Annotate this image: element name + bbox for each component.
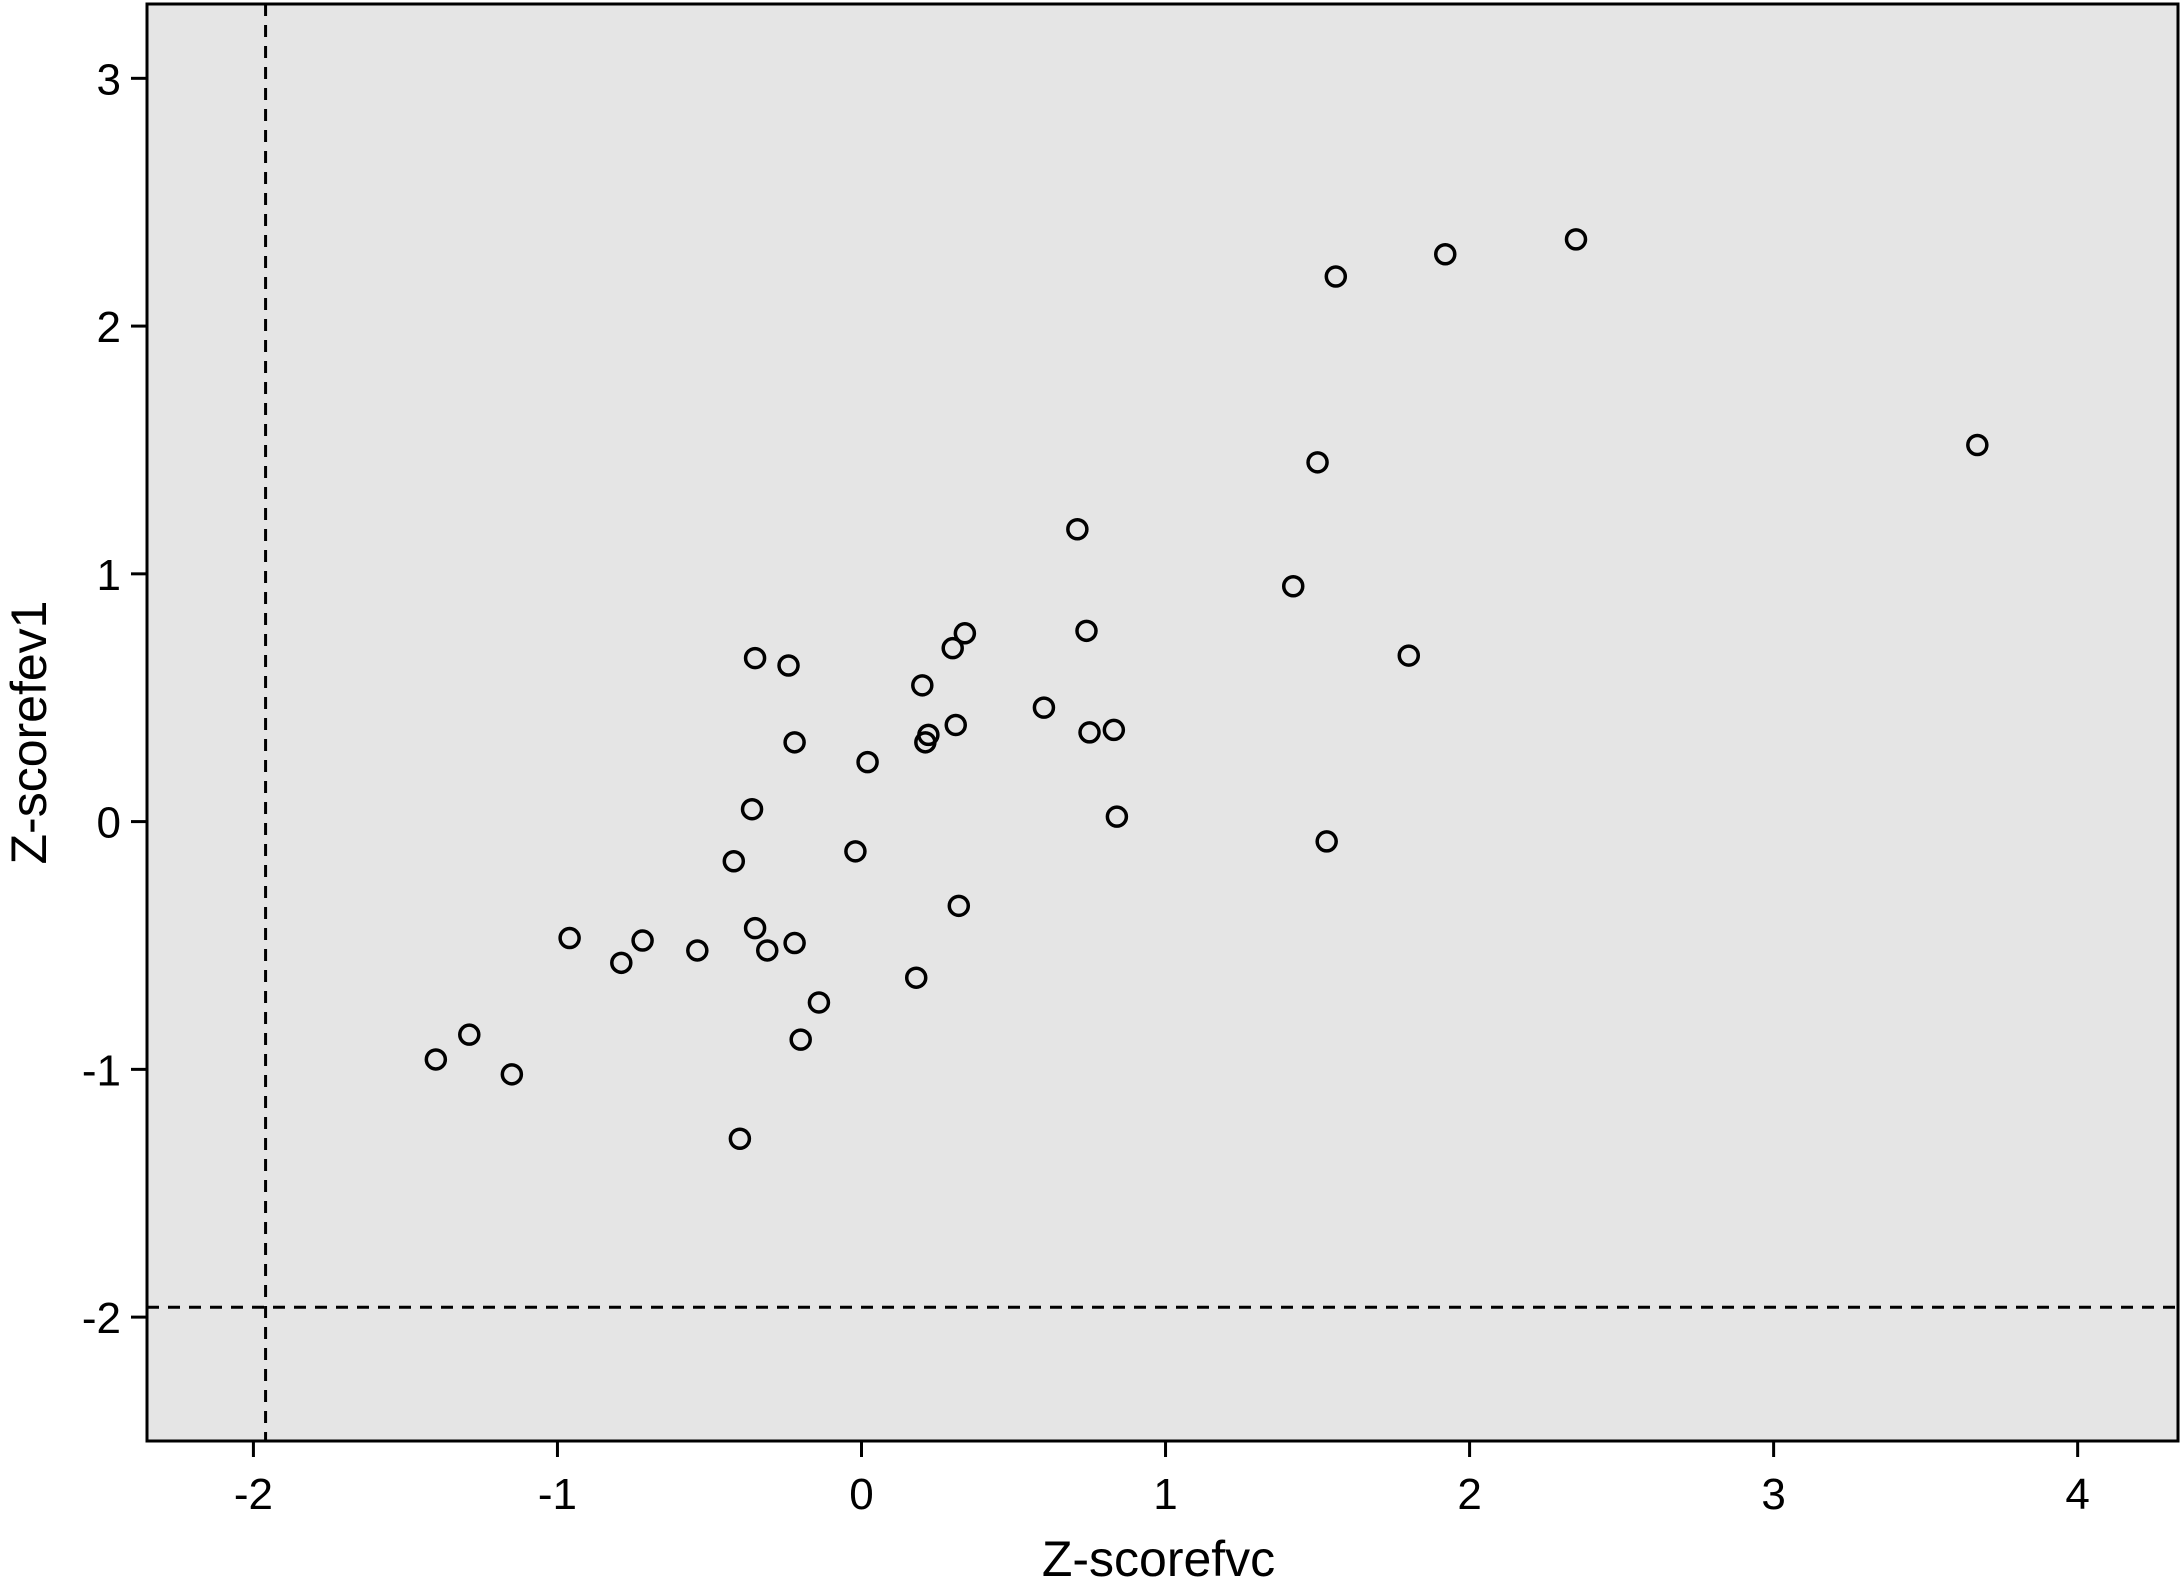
data-point [1066, 517, 1089, 541]
data-point [917, 723, 940, 747]
x-tick-label: 4 [2065, 1470, 2089, 1519]
x-tick-label: -1 [538, 1470, 577, 1519]
data-point [1564, 228, 1588, 251]
data-point [722, 849, 746, 873]
data-point [1315, 830, 1338, 853]
data-point [728, 1127, 752, 1150]
x-tick-label: 1 [1153, 1470, 1177, 1519]
data-point [783, 731, 806, 754]
data-point [844, 840, 867, 863]
data-point [953, 622, 977, 645]
plot-area [147, 4, 2178, 1441]
data-point [686, 939, 709, 962]
x-tick-label: 0 [849, 1470, 873, 1519]
data-point [424, 1048, 448, 1071]
y-tick-label: -2 [82, 1294, 121, 1343]
y-axis-title: Z-scorefev1 [1, 601, 57, 865]
data-point [789, 1028, 812, 1051]
data-point [856, 750, 879, 774]
plot-frame [145, 2, 2180, 1443]
data-point [777, 654, 800, 677]
data-point [458, 1023, 481, 1046]
data-point [610, 951, 633, 975]
data-point [783, 931, 806, 955]
data-point [1032, 696, 1056, 719]
x-axis: -2 -1 0 1 2 3 4 [234, 1441, 2090, 1519]
y-tick-label: -1 [82, 1046, 121, 1095]
data-point [1102, 718, 1126, 742]
data-point [1105, 805, 1129, 828]
data-point [904, 966, 928, 989]
data-point [944, 713, 968, 737]
x-tick-label: 3 [1761, 1470, 1785, 1519]
data-points [424, 228, 1989, 1150]
data-point [743, 646, 767, 670]
x-tick-label: -2 [234, 1470, 273, 1519]
data-point [558, 926, 581, 950]
data-point [947, 894, 971, 918]
data-point [941, 636, 964, 660]
x-tick-label: 2 [1457, 1470, 1481, 1519]
y-tick-label: 2 [97, 303, 121, 352]
y-tick-label: 3 [97, 55, 121, 104]
data-point [1434, 242, 1457, 266]
data-point [1075, 619, 1098, 643]
y-axis: -2 -1 0 1 2 3 [82, 55, 147, 1343]
data-point [1078, 721, 1101, 744]
data-point [743, 916, 767, 940]
y-tick-label: 1 [97, 551, 121, 600]
data-point [500, 1063, 524, 1086]
data-point [631, 929, 654, 952]
reference-lines [147, 4, 2178, 1441]
data-point [1397, 644, 1421, 667]
data-point [1281, 574, 1305, 598]
y-tick-label: 0 [97, 799, 121, 848]
data-point [740, 797, 764, 821]
x-axis-title: Z-scorefvc [1042, 1531, 1275, 1587]
data-point [807, 991, 831, 1014]
data-point [1324, 265, 1348, 288]
data-point [911, 674, 934, 697]
data-point [755, 939, 779, 962]
data-point [1966, 433, 1989, 457]
data-point [1306, 451, 1329, 474]
